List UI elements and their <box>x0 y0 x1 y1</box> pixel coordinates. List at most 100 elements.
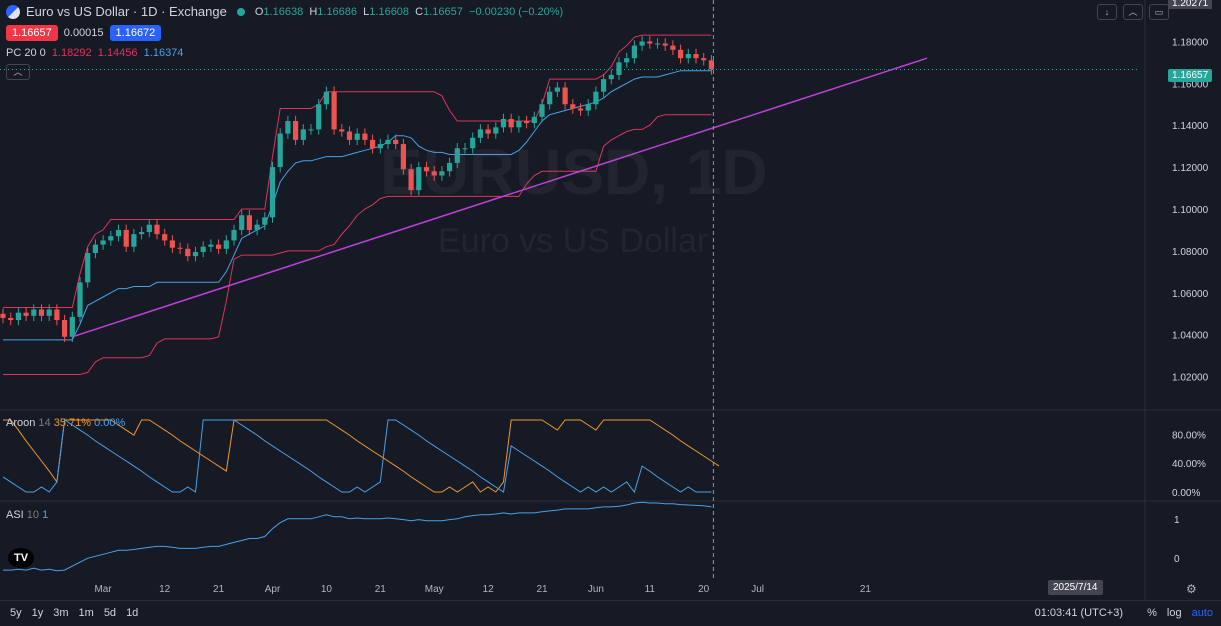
candle-body <box>670 45 676 50</box>
candle-body <box>216 244 222 249</box>
range-5y[interactable]: 5y <box>10 607 22 619</box>
candle-body <box>631 45 637 59</box>
percent-toggle[interactable]: % <box>1147 607 1157 619</box>
time-tick-label: 12 <box>483 584 495 595</box>
aroon-name: Aroon <box>6 417 36 429</box>
candle-body <box>139 232 145 235</box>
aroon-up-value: 35.71% <box>53 417 92 429</box>
aroon-length: 14 <box>38 417 51 429</box>
price-tick-label: 1.04000 <box>1172 331 1209 342</box>
pc-lower-line <box>3 114 712 375</box>
candle-body <box>554 87 560 92</box>
candle-body <box>92 244 98 253</box>
asi-tick-label: 1 <box>1174 515 1180 526</box>
candle-body <box>685 53 691 59</box>
candle-body <box>577 108 584 111</box>
candle-body <box>246 215 252 230</box>
collapse-legend-icon[interactable]: ︿ <box>6 64 30 80</box>
candle-body <box>477 129 483 138</box>
candle-body <box>192 251 199 257</box>
asi-name: ASI <box>6 509 24 521</box>
candle-body <box>200 246 206 252</box>
candle-body <box>185 248 191 257</box>
candle-body <box>470 137 476 149</box>
aroon-tick-label: 0.00% <box>1172 488 1200 499</box>
last-price-badge: 1.16657 <box>1168 69 1213 82</box>
chart-canvas[interactable]: 1.02000 1.04000 1.06000 1.08000 1.10000 1.120… <box>0 0 1221 600</box>
candle-body <box>23 312 29 316</box>
range-3m[interactable]: 3m <box>53 607 69 619</box>
candle-body <box>223 240 229 249</box>
candle-body <box>339 129 345 132</box>
open-value: 1.16638 <box>263 5 304 18</box>
time-tick-label: 21 <box>213 584 225 595</box>
pc-legend[interactable]: PC 20 0 1.18292 1.14456 1.16374 <box>6 47 183 59</box>
candle-body <box>516 121 522 128</box>
candle-body <box>500 118 507 128</box>
candle-body <box>354 133 360 140</box>
range-buttons: 5y 1y 3m 1m 5d 1d <box>10 607 138 619</box>
candle-body <box>531 116 537 124</box>
candle-body <box>447 162 453 172</box>
symbol-title[interactable]: Euro vs US Dollar · 1D · Exchange <box>26 4 227 19</box>
candle-body <box>300 129 306 140</box>
candle-body <box>0 313 6 318</box>
asi-tick-label: 0 <box>1174 554 1180 565</box>
aroon-legend[interactable]: Aroon 14 35.71% 0.00% <box>6 417 125 429</box>
time-tick-label: 21 <box>860 584 872 595</box>
price-tick-label: 1.14000 <box>1172 121 1209 132</box>
candle-body <box>254 224 260 230</box>
candle-body <box>385 139 391 145</box>
candle-body <box>85 252 91 283</box>
candle-body <box>331 91 337 130</box>
range-1d[interactable]: 1d <box>126 607 139 619</box>
sell-button[interactable]: 1.16657 <box>6 25 58 41</box>
time-tick-label: Jun <box>588 584 604 595</box>
candle-body <box>162 234 168 241</box>
candle-body <box>115 229 122 237</box>
change-value: −0.00230 (−0.20%) <box>469 5 564 18</box>
candle-body <box>262 217 268 225</box>
candle-body <box>408 169 414 191</box>
time-tick-label: Jul <box>751 584 764 595</box>
aroon-down-value: 0.00% <box>94 417 126 429</box>
price-tick-label: 1.18000 <box>1172 37 1209 48</box>
collapse-pane-icon[interactable]: ︿ <box>1123 4 1143 20</box>
candle-body <box>508 118 514 128</box>
maximize-pane-icon[interactable]: ▭ <box>1149 4 1169 20</box>
candle-body <box>239 215 245 230</box>
candle-body <box>293 121 299 140</box>
candle-body <box>316 104 322 130</box>
asi-legend[interactable]: ASI 10 1 <box>6 509 48 521</box>
clock-readout[interactable]: 01:03:41 (UTC+3) <box>1034 607 1123 619</box>
pc-name: PC 20 0 <box>6 47 46 59</box>
candle-body <box>231 229 237 241</box>
candle-body <box>693 53 699 59</box>
candle-body <box>46 309 52 316</box>
price-tick-label: 1.12000 <box>1172 163 1209 174</box>
candle-body <box>708 60 714 70</box>
range-5d[interactable]: 5d <box>103 607 117 619</box>
ohlc-readout: O1.16638 H1.16686 L1.16608 C1.16657 −0.0… <box>254 5 564 18</box>
range-1m[interactable]: 1m <box>78 607 94 619</box>
tradingview-logo[interactable]: TV <box>8 548 34 568</box>
candle-body <box>370 139 376 149</box>
candle-body <box>493 127 499 134</box>
price-tick-label: 1.10000 <box>1172 205 1209 216</box>
price-tick-label: 1.02000 <box>1172 373 1209 384</box>
time-tick-label: Apr <box>265 584 281 595</box>
move-down-icon[interactable]: ↓ <box>1097 4 1117 20</box>
settings-icon[interactable]: ⚙ <box>1186 582 1197 596</box>
pc-lower: 1.14456 <box>97 47 138 59</box>
buy-button[interactable]: 1.16672 <box>109 25 162 41</box>
candle-body <box>69 316 75 337</box>
time-tick-label: 12 <box>159 584 171 595</box>
log-toggle[interactable]: log <box>1166 607 1182 619</box>
candle-body <box>54 309 60 321</box>
candle-body <box>601 79 607 92</box>
top-price-label: 1.20271 <box>1168 0 1213 9</box>
spread-value: 0.00015 <box>63 27 104 39</box>
auto-toggle[interactable]: auto <box>1191 607 1213 619</box>
candle-body <box>146 224 152 233</box>
range-1y[interactable]: 1y <box>31 607 44 619</box>
